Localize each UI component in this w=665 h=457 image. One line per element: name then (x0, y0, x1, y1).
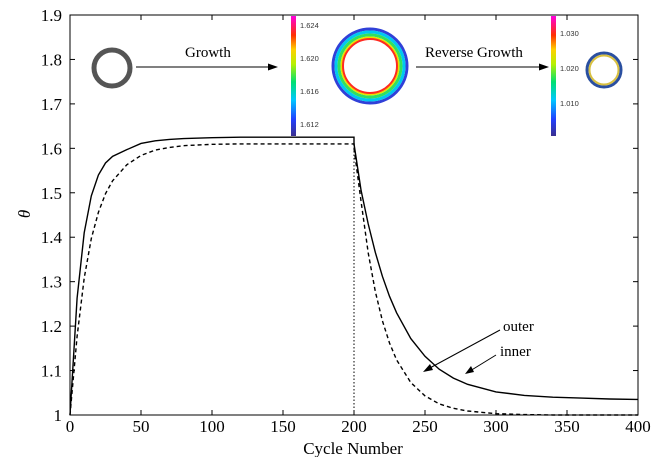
y-tick-label: 1.8 (41, 50, 62, 69)
outer-pointer (427, 329, 501, 370)
y-tick-label: 1.5 (41, 184, 62, 203)
x-tick-label: 400 (625, 417, 651, 436)
x-tick-label: 200 (341, 417, 367, 436)
x-tick-label: 350 (554, 417, 580, 436)
y-tick-label: 1.4 (41, 228, 63, 247)
colorbar-2-label-1: 1.020 (560, 64, 579, 73)
y-tick-label: 1.1 (41, 362, 62, 381)
colorbar-1-label-3: 1.612 (300, 120, 319, 129)
plot-area: 0 50 100 150 200 250 300 350 400 1 1.1 1.2 1.3 1.4 1.5… (41, 6, 651, 436)
final-ring-icon (585, 51, 623, 89)
growth-label: Growth (185, 45, 231, 61)
series-line-outer (69, 136, 639, 416)
colorbar-1-label-2: 1.616 (300, 87, 319, 96)
reverse-growth-arrowhead (539, 63, 549, 71)
x-axis-title: Cycle Number (303, 439, 403, 457)
outer-label: outer (503, 319, 534, 335)
x-tick-label: 150 (270, 417, 296, 436)
x-tick-label: 0 (66, 417, 75, 436)
colorbar-1-label-0: 1.624 (300, 21, 319, 30)
y-tick-label: 1.9 (41, 6, 62, 25)
y-axis-title: θ (15, 210, 34, 218)
series-line-inner (69, 143, 638, 416)
x-tick-label: 100 (199, 417, 225, 436)
y-tick-label: 1.7 (41, 95, 63, 114)
colorbar-1-label-1: 1.620 (300, 54, 319, 63)
outer-pointer-head (423, 364, 433, 372)
y-tick-label: 1.6 (41, 139, 62, 158)
reverse-growth-label: Reverse Growth (425, 45, 523, 61)
inner-pointer (469, 354, 497, 372)
y-tick-label: 1.3 (41, 273, 62, 292)
x-tick-label: 300 (483, 417, 509, 436)
inner-label: inner (500, 344, 531, 360)
insets: Growth 1.624 1.620 1.616 1.612 Reverse G… (91, 16, 623, 374)
growth-arrowhead (268, 63, 278, 71)
y-tick-label: 1 (54, 406, 63, 425)
colorbar-2-label-2: 1.010 (560, 99, 579, 108)
grown-ring-icon (331, 27, 409, 105)
colorbar-1 (291, 16, 296, 136)
x-tick-label: 50 (133, 417, 150, 436)
colorbar-2 (551, 16, 556, 136)
initial-ring-icon (91, 47, 133, 89)
y-tick-label: 1.2 (41, 317, 62, 336)
inner-pointer-head (465, 366, 474, 374)
colorbar-2-label-0: 1.030 (560, 29, 579, 38)
x-tick-label: 250 (412, 417, 438, 436)
